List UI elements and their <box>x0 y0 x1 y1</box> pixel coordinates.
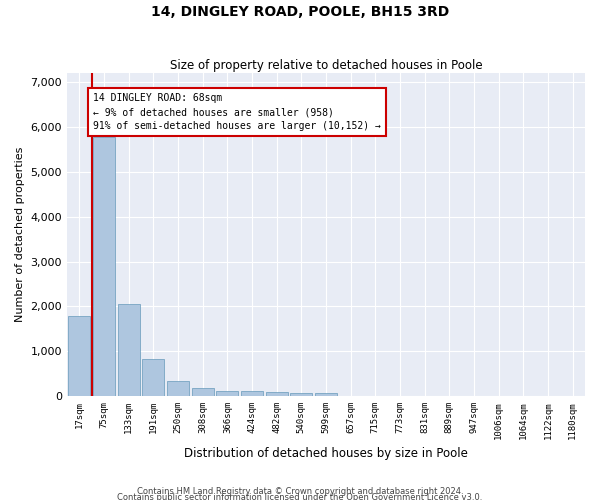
Bar <box>167 381 189 396</box>
Text: Contains HM Land Registry data © Crown copyright and database right 2024.: Contains HM Land Registry data © Crown c… <box>137 486 463 496</box>
Bar <box>290 393 313 396</box>
Text: 14 DINGLEY ROAD: 68sqm
← 9% of detached houses are smaller (958)
91% of semi-det: 14 DINGLEY ROAD: 68sqm ← 9% of detached … <box>93 94 381 132</box>
Bar <box>266 392 288 396</box>
Text: Contains public sector information licensed under the Open Government Licence v3: Contains public sector information licen… <box>118 492 482 500</box>
Bar <box>315 394 337 396</box>
Title: Size of property relative to detached houses in Poole: Size of property relative to detached ho… <box>170 59 482 72</box>
Bar <box>142 360 164 396</box>
Bar <box>68 316 91 396</box>
Bar <box>191 388 214 396</box>
X-axis label: Distribution of detached houses by size in Poole: Distribution of detached houses by size … <box>184 447 468 460</box>
Bar <box>216 391 238 396</box>
Bar <box>241 391 263 396</box>
Text: 14, DINGLEY ROAD, POOLE, BH15 3RD: 14, DINGLEY ROAD, POOLE, BH15 3RD <box>151 5 449 19</box>
Bar <box>118 304 140 396</box>
Bar <box>93 137 115 396</box>
Y-axis label: Number of detached properties: Number of detached properties <box>15 147 25 322</box>
